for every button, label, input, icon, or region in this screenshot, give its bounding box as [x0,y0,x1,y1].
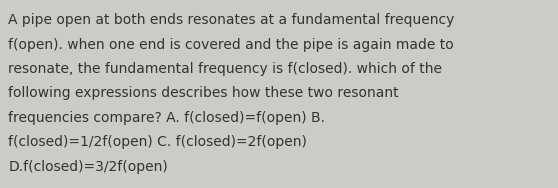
Text: following expressions describes how these two resonant: following expressions describes how thes… [8,86,399,100]
Text: f(closed)=1/2f(open) C. f(closed)=2f(open): f(closed)=1/2f(open) C. f(closed)=2f(ope… [8,135,307,149]
Text: resonate, the fundamental frequency is f(closed). which of the: resonate, the fundamental frequency is f… [8,62,442,76]
Text: f(open). when one end is covered and the pipe is again made to: f(open). when one end is covered and the… [8,38,454,52]
Text: A pipe open at both ends resonates at a fundamental frequency: A pipe open at both ends resonates at a … [8,13,455,27]
Text: frequencies compare? A. f(closed)=f(open) B.: frequencies compare? A. f(closed)=f(open… [8,111,325,125]
Text: D.f(closed)=3/2f(open): D.f(closed)=3/2f(open) [8,160,168,174]
